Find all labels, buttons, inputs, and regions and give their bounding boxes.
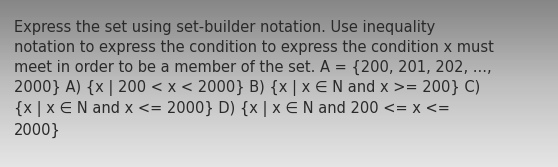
Text: Express the set using set-builder notation. Use inequality
notation to express t: Express the set using set-builder notati…	[14, 20, 494, 138]
